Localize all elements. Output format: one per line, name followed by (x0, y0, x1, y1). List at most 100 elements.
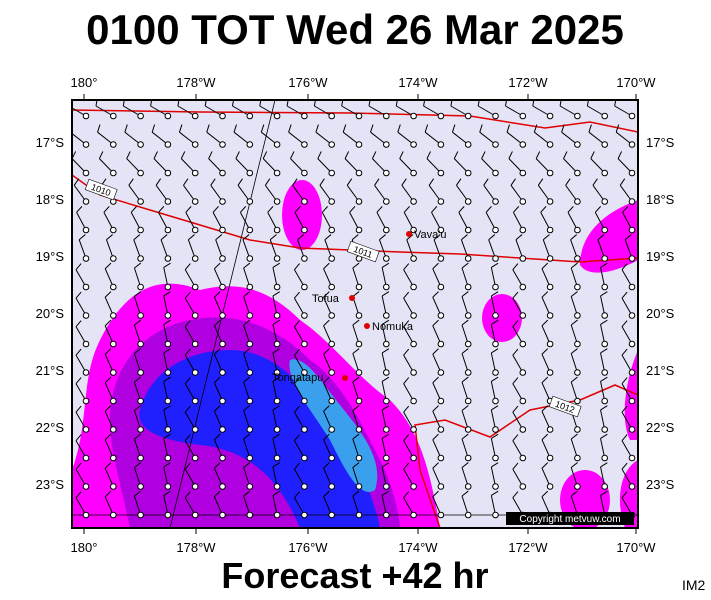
barb-shaft (432, 468, 442, 487)
barb-station (110, 397, 117, 405)
barb-station (355, 369, 363, 376)
barb-shaft (621, 297, 633, 316)
barb-station (464, 312, 472, 319)
barb-station (492, 340, 499, 348)
barb-shaft (450, 105, 469, 117)
place-marker (349, 295, 355, 301)
barb-shaft (213, 297, 223, 316)
barb-station (164, 112, 172, 120)
barb-station (355, 426, 363, 433)
barb-station (464, 141, 472, 148)
barb-shaft (403, 326, 415, 345)
barb-station (164, 312, 172, 319)
barb-shaft (403, 212, 415, 231)
barb-feather (352, 433, 360, 440)
barb-shaft (243, 495, 251, 516)
barb-shaft (104, 268, 114, 288)
barb-feather (624, 234, 632, 241)
barb-station (355, 312, 363, 319)
barb-feather (512, 491, 519, 499)
barb-shaft (490, 381, 496, 402)
barb-shaft (532, 105, 551, 117)
lon-label: 178°W (176, 540, 216, 555)
barb-feather (352, 348, 360, 354)
barb-station (492, 169, 499, 177)
barb-shaft (541, 496, 551, 516)
barb-shaft (512, 354, 524, 373)
barb-station (628, 454, 636, 462)
barb-shaft (185, 212, 196, 231)
barb-station (82, 511, 90, 519)
barb-station (628, 226, 636, 234)
barb-feather (163, 405, 171, 411)
barb-station (273, 255, 281, 262)
barb-feather (184, 377, 191, 385)
barb-station (355, 141, 363, 148)
barb-station (601, 283, 609, 291)
barb-station (628, 340, 636, 348)
barb-station (574, 141, 581, 148)
barb-station (219, 340, 226, 348)
barb-shaft (323, 297, 333, 316)
barb-station (601, 397, 609, 405)
copyright: Copyright metvuw.com (519, 514, 620, 525)
barb-station (328, 169, 336, 177)
barb-station (464, 369, 472, 376)
barb-feather (272, 462, 280, 468)
barb-station (191, 226, 199, 234)
barb-feather (432, 490, 439, 498)
barb-shaft (452, 131, 469, 145)
barb-feather (134, 348, 142, 354)
barb-station (273, 283, 281, 291)
barb-feather (75, 263, 82, 271)
barb-feather (622, 206, 629, 213)
barb-station (328, 283, 336, 291)
barb-station (464, 511, 472, 519)
barb-station (410, 255, 417, 262)
barb-shaft (212, 212, 223, 231)
barb-shaft (272, 352, 278, 373)
barb-station (301, 312, 308, 319)
barb-station (519, 397, 527, 405)
barb-feather (491, 433, 499, 439)
barb-feather (184, 263, 191, 271)
barb-station (191, 369, 199, 376)
barb-feather (541, 319, 549, 327)
barb-feather (381, 348, 390, 354)
barb-shaft (153, 158, 169, 174)
barb-shaft (374, 185, 387, 202)
barb-shaft (570, 467, 578, 487)
barb-station (519, 255, 527, 262)
barb-station (410, 141, 417, 148)
barb-feather (403, 263, 410, 271)
barb-shaft (403, 297, 415, 316)
barb-feather (426, 151, 431, 159)
barb-shaft (481, 158, 496, 174)
barb-feather (297, 234, 305, 241)
barb-station (574, 369, 581, 376)
rain-cell (580, 200, 638, 273)
barb-shaft (541, 325, 551, 345)
barb-feather (243, 462, 251, 468)
barb-station (464, 198, 472, 205)
barb-shaft (600, 466, 606, 487)
lat-label: 23°S (36, 477, 65, 492)
barb-station (628, 198, 636, 205)
barb-station (273, 226, 281, 234)
barb-station (246, 340, 254, 348)
barb-feather (431, 206, 438, 213)
barb-shaft (243, 410, 251, 430)
barb-station (355, 112, 363, 120)
barb-station (492, 397, 499, 405)
barb-shaft (453, 158, 469, 174)
barb-shaft (163, 324, 169, 345)
barb-station (519, 312, 527, 319)
barb-station (574, 312, 581, 319)
barb-shaft (163, 295, 169, 316)
barb-station (82, 426, 90, 433)
barb-shaft (104, 411, 114, 430)
barb-station (355, 226, 363, 234)
isobar (72, 174, 638, 263)
barb-station (628, 312, 636, 319)
barb-shaft (505, 105, 524, 117)
